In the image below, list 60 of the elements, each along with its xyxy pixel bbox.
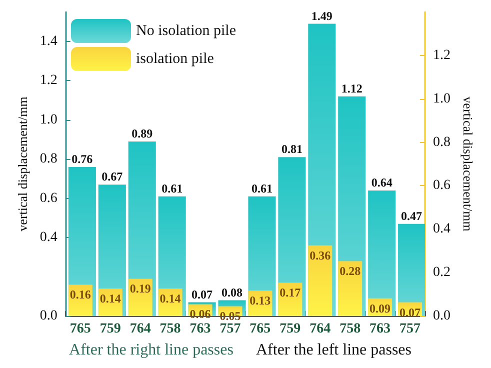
bar [308, 245, 332, 316]
data-label: 0.67 [102, 170, 123, 184]
data-label: 1.12 [341, 81, 362, 96]
x-tick-label: 757 [220, 322, 241, 336]
data-label: 0.28 [340, 264, 361, 278]
y-tick-label: 0.8 [40, 152, 58, 167]
x-tick-label: 764 [130, 322, 151, 336]
data-label: 0.19 [130, 282, 151, 296]
data-label: 0.61 [251, 181, 272, 196]
y2-tick-label: 0.8 [433, 134, 450, 150]
y2-tick-label: 0.0 [433, 308, 450, 324]
x-tick-label: 759 [100, 322, 121, 336]
text: After the left line passes [256, 342, 412, 358]
y-axis-title: vertical displacement/mm [15, 96, 30, 232]
y-tick-label: 0.0 [40, 308, 58, 324]
data-label: 0.07 [192, 287, 213, 302]
data-label: 0.14 [100, 292, 121, 306]
y-tick-label: 1.4 [40, 34, 58, 49]
data-label: 0.16 [70, 288, 91, 302]
data-label: 0.76 [72, 152, 93, 166]
x-tick-label: 758 [340, 322, 361, 336]
legend-label: No isolation pile [136, 23, 236, 39]
data-label: 0.64 [371, 175, 392, 190]
x-tick-label: 759 [280, 322, 301, 336]
y2-axis-title: vertical displacement/mm [460, 96, 476, 232]
data-label: 0.47 [401, 208, 422, 223]
y-tick-label: 1.0 [40, 112, 58, 128]
data-label: 0.08 [222, 285, 243, 300]
data-label: 0.81 [281, 142, 302, 156]
y-tick-label: 0.6 [40, 190, 58, 206]
data-label: 0.17 [280, 286, 301, 300]
x-tick-label: 765 [250, 322, 271, 336]
x-tick-label: 765 [70, 322, 91, 336]
data-label: 0.05 [220, 309, 241, 324]
y2-tick-label: 1.2 [433, 48, 450, 63]
legend-label: isolation pile [136, 51, 214, 67]
y-tick-label: 1.2 [40, 73, 58, 88]
bar [278, 282, 302, 316]
text: After the right line passes [69, 342, 234, 358]
x-tick-label: 763 [190, 322, 211, 336]
bar [368, 190, 396, 316]
bar [128, 278, 152, 316]
data-label: 0.89 [132, 126, 153, 140]
bar [338, 261, 362, 316]
data-label: 0.09 [370, 301, 391, 316]
y2-tick-label: 1.0 [433, 91, 450, 106]
data-label: 0.14 [160, 292, 181, 306]
data-label: 1.49 [311, 8, 332, 23]
data-label: 0.13 [250, 294, 271, 308]
x-tick-label: 757 [400, 322, 421, 336]
data-label: 0.07 [400, 305, 421, 320]
x-tick-label: 763 [370, 322, 391, 336]
data-label: 0.36 [310, 248, 331, 262]
y-tick-label: 0.4 [40, 230, 58, 246]
x-tick-label: 764 [310, 322, 331, 336]
y2-tick-label: 0.2 [433, 265, 450, 280]
y2-tick-label: 0.4 [433, 222, 450, 237]
x-tick-label: 758 [160, 322, 181, 336]
data-label: 0.61 [162, 181, 183, 196]
y2-tick-label: 0.6 [433, 178, 450, 194]
